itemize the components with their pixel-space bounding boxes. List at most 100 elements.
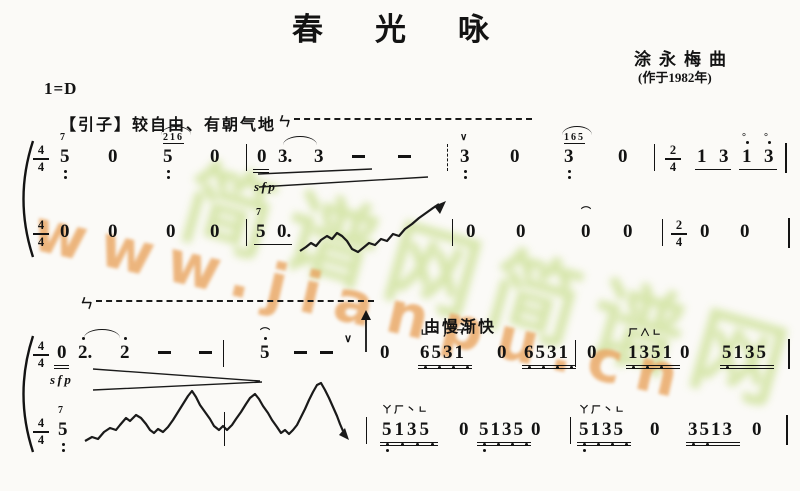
ornament-mark: ㄚㄏ丶ㄴ [382, 405, 430, 416]
glissando-arrowhead-1 [434, 201, 446, 214]
octave-dot-below [464, 169, 468, 173]
beam-underline [254, 244, 292, 247]
duration-dash [398, 155, 411, 158]
octave-dot-below [646, 365, 650, 369]
octave-dot-below [660, 365, 664, 369]
octave-dot-below [401, 442, 405, 446]
octave-dot-below [568, 169, 572, 173]
rest-cell: 0 ⌒ [581, 207, 593, 242]
tempo-change-text: 由慢渐快 [424, 319, 497, 336]
beam-underline [739, 169, 777, 172]
octave-dot-below [464, 175, 468, 179]
dashed-barline [447, 144, 448, 171]
octave-dot-below [466, 365, 470, 369]
beam-underline [522, 365, 576, 372]
beam-underline [720, 365, 774, 372]
grace-slur-arc [562, 126, 592, 135]
ornament-mark: ∨ [460, 132, 470, 143]
barline [246, 144, 247, 171]
barline [575, 340, 576, 367]
ornament-mark: ⌒ [260, 328, 272, 339]
final-barline [786, 415, 788, 445]
rest-cell: 0. [277, 221, 292, 242]
octave-dot-below [483, 448, 487, 452]
final-barline [788, 339, 790, 369]
octave-dot-below [416, 442, 420, 446]
composer-name: 涂永梅曲 [634, 50, 734, 69]
barline [246, 219, 247, 246]
beam-underline [695, 169, 731, 172]
composition-year: (作于1982年) [638, 70, 712, 85]
ornament-mark: ㄚㄏ丶ㄴ [579, 405, 627, 416]
dynamic-sfp: sfp [50, 372, 74, 387]
rest-cell: 0 [466, 221, 476, 242]
note-cell: 1 ° [742, 132, 752, 167]
octave-dot-below [597, 442, 601, 446]
rest-cell: 0 [740, 221, 750, 242]
rest-cell: 0 [108, 221, 118, 242]
note-cell: 3 ∨ [460, 133, 470, 179]
rest-cell: 0 [680, 342, 690, 363]
ornament-mark: ㄴ丶ㄏㄱ [420, 328, 467, 339]
sfp-hairpin-1 [257, 168, 429, 188]
octave-dot-below [452, 365, 456, 369]
note-cell: 5135 ㄚㄏ丶ㄴ [579, 406, 629, 452]
octave-dot-above [82, 337, 86, 341]
note-cell: 3 ° [764, 132, 774, 167]
rest-cell: 0 [516, 221, 526, 242]
grace-slur-arc [161, 126, 191, 135]
octave-dot-below [583, 442, 587, 446]
tremolo-symbol: ㄣ [278, 114, 292, 129]
rest-cell: 0 [618, 146, 628, 167]
tremolo-dashes [294, 118, 532, 120]
duration-dash [320, 351, 333, 354]
upward-gliss-arrowhead [361, 310, 371, 320]
beam-underline [54, 365, 69, 372]
octave-dot-below [431, 442, 435, 446]
octave-dot-below [483, 442, 487, 446]
rest-cell: 0 [210, 146, 220, 167]
octave-dot-below [62, 448, 66, 452]
octave-dot-below [64, 169, 68, 173]
rest-cell: 0 [459, 419, 469, 440]
octave-dot-below [568, 175, 572, 179]
octave-dot-above [264, 337, 268, 341]
duration-dash [158, 351, 171, 354]
octave-dot-below [64, 175, 68, 179]
octave-dot-below [167, 169, 171, 173]
octave-dot-below [167, 175, 171, 179]
duration-dash [199, 351, 212, 354]
ornament-mark: ㄏ∧ㄴ [628, 328, 664, 339]
ornament-mark: ° [742, 132, 748, 143]
grace-notes: 165 [564, 132, 585, 144]
final-barline [788, 218, 790, 248]
beam-underline [477, 442, 531, 449]
octave-dot-below [625, 442, 629, 446]
note-cell: 5 ⌒ [260, 328, 272, 363]
barline [570, 417, 571, 444]
piece-title: 春光咏 [292, 12, 541, 47]
note-cell: 5135 [479, 420, 529, 452]
octave-dot-below [706, 442, 710, 446]
rest-cell: 0 [257, 146, 267, 167]
articulation-mark: ∨ [344, 333, 353, 345]
key-signature: 1=D [44, 79, 78, 98]
octave-dot-below [438, 365, 442, 369]
octave-dot-below [525, 442, 529, 446]
sfp-hairpin-2 [92, 368, 263, 391]
rest-cell: 0 [587, 342, 597, 363]
beam-underline [418, 365, 472, 372]
system2-brace [22, 335, 35, 453]
octave-dot-above [746, 141, 750, 145]
octave-dot-below [386, 448, 390, 452]
rest-cell: 0 [497, 342, 507, 363]
barline [662, 219, 663, 246]
